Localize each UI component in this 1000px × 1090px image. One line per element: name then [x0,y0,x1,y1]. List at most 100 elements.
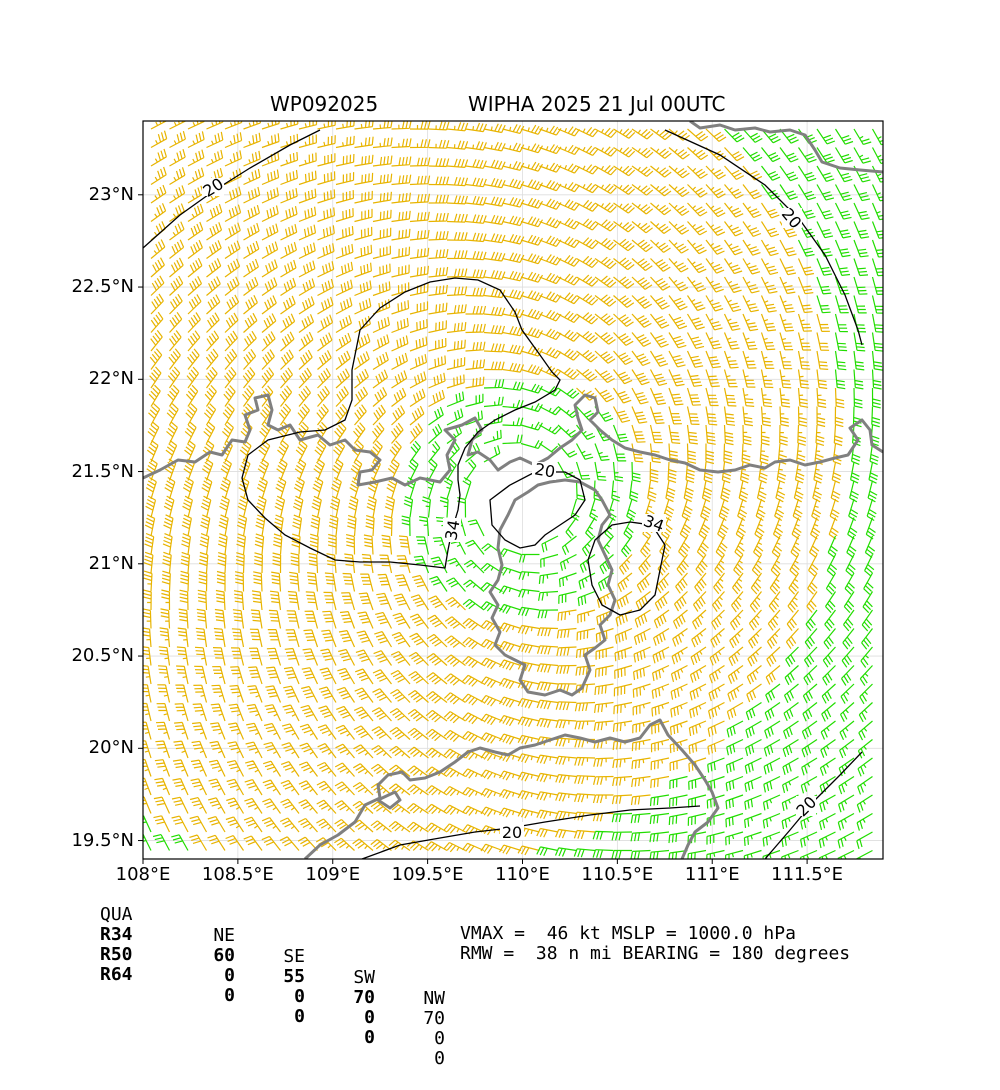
wind-barb [712,591,725,613]
wind-barb [667,461,677,483]
wind-barb [871,369,882,390]
wind-barb [538,590,559,601]
wind-barb [612,387,632,404]
wind-barb [826,554,838,577]
wind-barb [391,370,408,389]
wind-barb [190,759,208,777]
wind-barb [226,778,245,796]
wind-barb [630,849,651,859]
wind-barb [409,193,431,204]
wind-barb [725,794,744,810]
wind-barb [443,804,466,815]
wind-barb [349,476,361,500]
wind-barb [391,405,406,426]
wind-barb [165,440,178,463]
wind-barb [297,836,318,851]
wind-barb [263,722,282,740]
wind-barb [409,353,428,371]
wind-barb [483,429,502,445]
wind-barb [291,533,301,555]
wind-barb [860,646,873,668]
wind-barb [353,422,366,444]
wind-barb [201,476,213,500]
wind-barb [280,761,300,777]
wind-barb [408,651,429,666]
wind-barb [668,406,682,425]
wind-barb [705,295,724,312]
wind-barb [187,276,203,296]
wind-barb [336,705,355,722]
wind-barb [427,614,448,629]
wind-barb [446,304,467,315]
wind-barb [147,421,160,444]
wind-barb [614,627,633,644]
wind-barb [409,157,431,167]
wind-barb [143,551,154,574]
wind-barb [407,690,429,703]
wind-barb [761,147,781,163]
wind-barb [206,276,221,296]
wind-barb [187,167,205,186]
storm-id-title: WP092025 [270,92,379,116]
wind-barb [337,667,356,685]
wind-barb [354,208,373,223]
wind-barb [557,217,580,230]
wind-barb [342,572,356,592]
wind-barb [251,590,263,611]
wind-barb [280,241,297,260]
wind-barb [753,535,764,558]
wind-barb [834,128,854,145]
wind-barb [280,151,299,167]
wind-barb [498,603,522,614]
wind-barb [300,704,319,722]
wind-barb [242,367,256,389]
wind-barb [613,295,635,308]
wind-barb [724,239,743,256]
wind-barb [581,535,596,557]
wind-barb [181,514,192,537]
wind-barb [742,387,755,407]
wind-barb [611,480,621,502]
wind-barb [744,775,762,792]
wind-barb [760,221,780,238]
wind-barb [853,276,868,295]
wind-barb [199,551,209,574]
wind-barb [498,585,522,595]
wind-barb [317,367,331,389]
wind-barb [871,221,883,239]
wind-barb [782,775,799,794]
wind-barb [574,720,596,730]
wind-barb [668,424,681,444]
wind-barb [517,716,540,727]
header-ne: NE [213,925,235,946]
wind-barb [372,155,393,167]
wind-barb [594,461,607,481]
wind-barb [652,646,670,664]
wind-barb [742,165,763,181]
wind-barb [429,575,448,592]
wind-barb [764,720,781,739]
wind-barb [856,812,873,831]
wind-barb [388,821,411,833]
wind-barb [372,121,393,130]
wind-barb [831,461,842,484]
wind-barb [372,688,392,703]
wind-barb [187,294,202,315]
wind-barb [328,514,339,537]
wind-barb [760,369,774,389]
wind-barb [747,646,762,667]
wind-barb [224,204,242,223]
wind-barb [271,571,282,592]
wind-barb [672,628,688,647]
wind-barb [744,794,762,810]
wind-barb [444,635,466,648]
wind-barb [779,276,796,295]
wind-barb [163,495,175,518]
wind-barb [612,443,627,462]
wind-barb [853,184,871,202]
wind-barb [298,242,316,260]
wind-barb [819,775,836,794]
wind-barb [821,683,836,704]
wind-barb [650,258,671,272]
wind-barb [425,803,448,815]
